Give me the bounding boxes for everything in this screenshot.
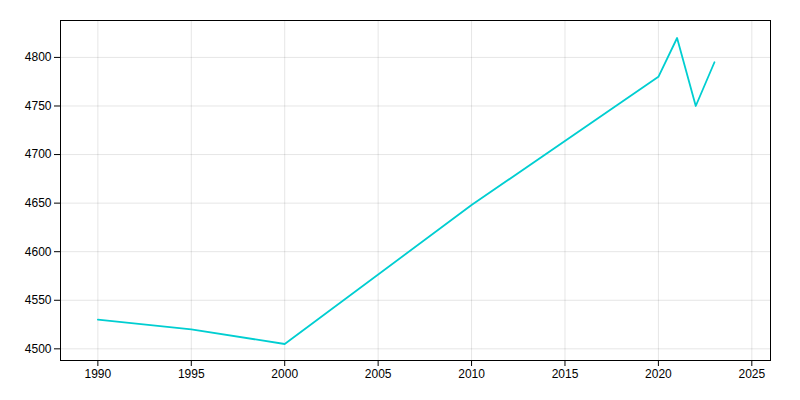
svg-text:1995: 1995 — [178, 367, 205, 381]
svg-text:1990: 1990 — [85, 367, 112, 381]
svg-text:2020: 2020 — [645, 367, 672, 381]
svg-text:4800: 4800 — [25, 50, 52, 64]
svg-text:2005: 2005 — [365, 367, 392, 381]
svg-text:4750: 4750 — [25, 99, 52, 113]
svg-text:4700: 4700 — [25, 147, 52, 161]
svg-text:4600: 4600 — [25, 245, 52, 259]
svg-text:2010: 2010 — [458, 367, 485, 381]
svg-text:4650: 4650 — [25, 196, 52, 210]
svg-text:4550: 4550 — [25, 293, 52, 307]
svg-text:2000: 2000 — [271, 367, 298, 381]
svg-text:2015: 2015 — [552, 367, 579, 381]
svg-text:2025: 2025 — [738, 367, 765, 381]
svg-text:4500: 4500 — [25, 342, 52, 356]
